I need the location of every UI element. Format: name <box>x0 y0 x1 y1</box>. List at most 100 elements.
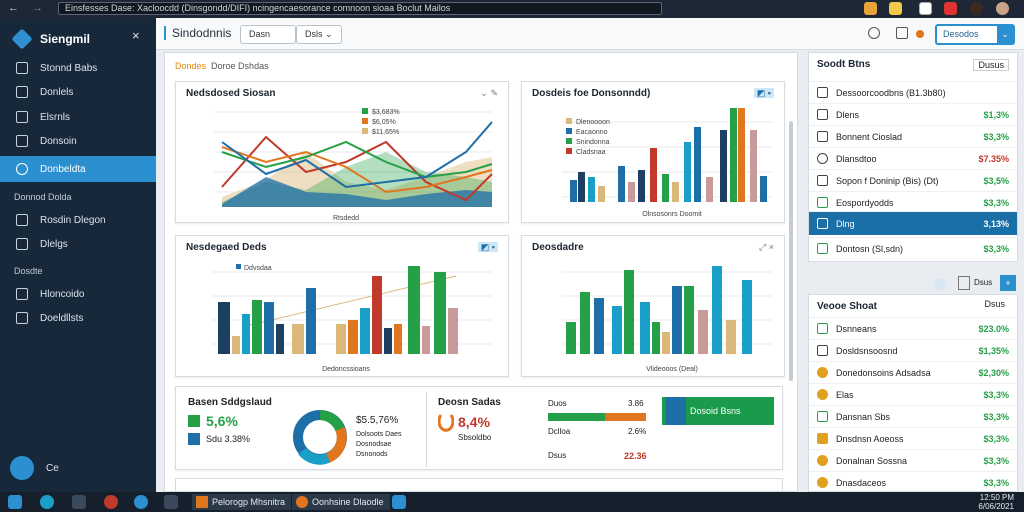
card-title: Deosdadre <box>532 242 584 253</box>
app-icon-3[interactable] <box>164 495 178 509</box>
line-chart-card: Nedsdosed Siosan ⌄ ✎ $3,683% $6,05% $11,… <box>175 81 509 223</box>
extension-icon[interactable] <box>864 2 877 15</box>
summary-card: Basen Sddgslaud 5,6% Sdu 3.38% $5.5,76% … <box>175 386 783 470</box>
notes-icon[interactable] <box>919 2 932 15</box>
close-icon[interactable]: × <box>132 28 140 43</box>
area-series-3 <box>222 177 492 207</box>
list-item[interactable]: Donalnan Sossna $3,3% <box>809 449 1017 471</box>
legend-swatch-1 <box>566 118 572 124</box>
donut-slice <box>325 427 347 463</box>
files-icon[interactable] <box>72 495 86 509</box>
legend-swatch <box>188 415 200 427</box>
card-tools[interactable]: ⌄ ✎ <box>480 88 498 98</box>
chevron-down-icon[interactable]: ⌄ <box>997 26 1013 43</box>
sidebar-item-region[interactable]: Rosdin Dlegon <box>0 208 156 232</box>
bar <box>652 322 660 354</box>
list-item[interactable]: Bonnent Cioslad $3,3% <box>809 125 1017 147</box>
list-item[interactable]: Sopon f Doninip (Bis) (Dt) $3,5% <box>809 169 1017 191</box>
page-icon[interactable] <box>958 276 970 290</box>
sidebar-item-1[interactable]: Stonnd Babs <box>0 56 156 80</box>
sidebar-item-4[interactable]: Donsoin <box>0 129 156 153</box>
bar <box>306 288 316 354</box>
legend-swatch-2 <box>566 128 572 134</box>
bar <box>750 130 757 202</box>
info-icon[interactable] <box>896 27 908 39</box>
browser-icon[interactable] <box>40 495 54 509</box>
app-icon-2[interactable] <box>134 495 148 509</box>
panel-action-button[interactable]: Dsus <box>984 299 1005 309</box>
filter-select[interactable]: Dasn <box>240 25 296 44</box>
notification-icon[interactable] <box>944 2 957 15</box>
start-icon[interactable] <box>8 495 22 509</box>
list-item[interactable]: Dnasdaceos $3,3% <box>809 471 1017 493</box>
window-icon[interactable] <box>392 495 406 509</box>
list-item[interactable]: Dlansdtoo $7.35% <box>809 147 1017 169</box>
browser-toolbar: ← → Einsfesses Dase: Xacloocdd (Dinsgond… <box>0 0 1024 18</box>
bar <box>662 332 670 354</box>
expand-icon[interactable]: ◩ ▪ <box>477 242 498 252</box>
x-axis-label: Rtsdedd <box>333 215 359 222</box>
taskbar-app-2[interactable]: Oonhsine Dlaodle <box>292 494 390 510</box>
bar <box>694 127 701 202</box>
trend-line <box>245 275 457 327</box>
card-title: Nedsdosed Siosan <box>186 88 276 99</box>
list-item[interactable]: Dsnneans $23.0% <box>809 317 1017 339</box>
list-item[interactable]: Dessoorcoodbns (B1.3b80) <box>809 81 1017 103</box>
card-tools[interactable]: ◩ ▪ <box>753 88 774 99</box>
toolbar-label[interactable]: Dsus <box>974 278 993 287</box>
app-icon[interactable] <box>104 495 118 509</box>
list-item[interactable]: Dontosn (Sl,sdn) $3,3% <box>809 237 1017 259</box>
bar <box>232 336 240 354</box>
logo-icon <box>11 28 33 50</box>
panel-action-button[interactable]: Dusus <box>973 59 1009 71</box>
brand[interactable]: Siengmil <box>11 28 90 50</box>
alert-icon[interactable] <box>916 30 924 38</box>
grid-icon <box>16 214 28 226</box>
bar <box>684 142 691 202</box>
list-item[interactable]: Elas $3,3% <box>809 383 1017 405</box>
card-tools[interactable]: ⤢ × <box>759 242 774 252</box>
report-button[interactable]: Dosoid Bsns <box>662 397 774 425</box>
status-dot[interactable] <box>934 278 946 290</box>
address-bar[interactable]: Einsfesses Dase: Xacloocdd (Dinsgondd/DI… <box>58 2 662 15</box>
list-item[interactable]: Dlens $1,3% <box>809 103 1017 125</box>
list-item[interactable]: Eospordyodds $3,3% <box>809 191 1017 213</box>
sidebar-item-active[interactable]: Donbeldta <box>0 156 156 182</box>
sidebar-item-designs[interactable]: Dlelgs <box>0 232 156 256</box>
value-panel: Veooe Shoat Dsus Dsnneans $23.0% Dosldsns… <box>808 294 1018 492</box>
clock[interactable]: 12:50 PM 6/06/2021 <box>978 493 1014 511</box>
box-icon <box>817 175 828 186</box>
bar-chart-card-2: Nesdegaed Deds ◩ ▪ Ddvsdaa <box>175 235 509 377</box>
page-title: Sindodnnis <box>164 26 231 40</box>
primary-action-button[interactable]: Desodos ⌄ <box>935 24 1015 45</box>
progress-fill <box>548 413 605 421</box>
expand-icon[interactable]: ◩ ▪ <box>753 88 774 98</box>
sidebar-item-holonado[interactable]: Hloncoido <box>0 282 156 306</box>
list-item[interactable]: Dansnan Sbs $3,3% <box>809 405 1017 427</box>
list-item-selected[interactable]: Dlng 3,13% <box>809 211 1017 235</box>
profile-avatar[interactable] <box>970 2 983 15</box>
header: Sindodnnis Dasn Dsls ⌄ Desodos ⌄ <box>156 18 1024 50</box>
gauge-icon <box>438 414 454 432</box>
sidebar-item-2[interactable]: Donlels <box>0 80 156 104</box>
add-button[interactable]: + <box>1000 275 1016 291</box>
list-item[interactable]: Donedonsoins Adsadsa $2,30% <box>809 361 1017 383</box>
user-avatar[interactable] <box>996 2 1009 15</box>
user-menu[interactable]: Ce <box>10 456 59 480</box>
period-select[interactable]: Dsls ⌄ <box>296 25 342 44</box>
sidebar-item-details[interactable]: Doeldllsts <box>0 306 156 330</box>
coin-icon <box>817 389 828 400</box>
list-item[interactable]: Dnsdnsn Aoeoss $3,3% <box>809 427 1017 449</box>
search-icon[interactable] <box>868 27 880 39</box>
card-tools[interactable]: ◩ ▪ <box>477 242 498 253</box>
bar <box>612 306 622 354</box>
scrollbar[interactable] <box>789 121 793 381</box>
shield-icon <box>817 433 828 444</box>
taskbar-app-1[interactable]: Pelorogp Mhsnitra <box>192 494 292 510</box>
sidebar-item-3[interactable]: Elsrnls <box>0 105 156 129</box>
x-axis-label: Dedoncssioans <box>322 366 370 373</box>
back-icon[interactable]: ← <box>8 2 19 14</box>
forward-icon[interactable]: → <box>32 2 43 14</box>
list-item[interactable]: Dosldsnsoosnd $1,35% <box>809 339 1017 361</box>
mail-icon[interactable] <box>889 2 902 15</box>
